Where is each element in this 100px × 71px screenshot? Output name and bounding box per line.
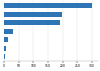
Bar [4, 12, 62, 17]
Bar [4, 29, 13, 34]
Bar [4, 37, 8, 42]
Bar [4, 20, 59, 25]
Bar [4, 46, 6, 51]
Bar [4, 3, 92, 8]
Bar [4, 54, 5, 59]
